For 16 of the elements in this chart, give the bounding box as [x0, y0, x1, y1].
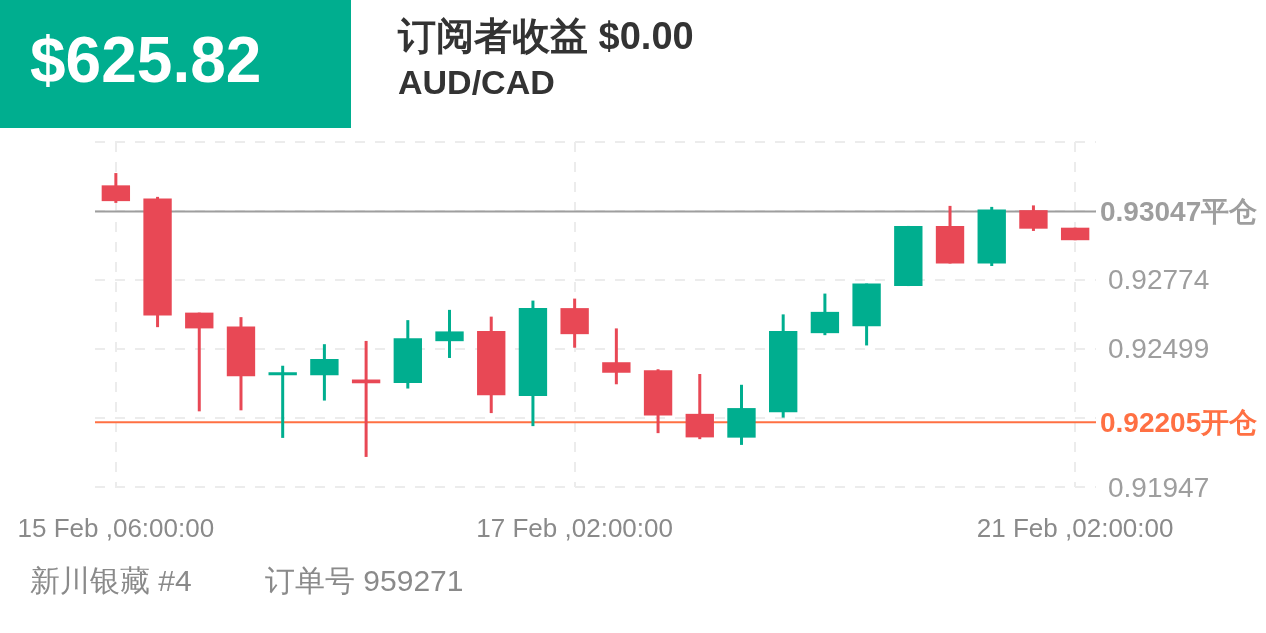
candlestick	[435, 308, 464, 358]
x-tick-label: 17 Feb ,02:00:00	[476, 513, 673, 543]
candlestick	[602, 328, 631, 385]
x-tick-label: 21 Feb ,02:00:00	[976, 513, 1174, 543]
y-tick-label: 0.92499	[1108, 333, 1210, 365]
text: 订单号 959271	[265, 563, 464, 597]
chart-title: 订阅者收益 $0.00	[397, 15, 694, 57]
y-tick-label: 0.91947	[1108, 471, 1210, 503]
ref-line-label: 0.92205开仓	[1100, 406, 1258, 438]
chart-subtitle: AUD/CAD	[398, 63, 555, 101]
ref-line-label: 0.93047平仓	[1100, 195, 1258, 227]
text: 新川银藏 #4	[30, 563, 192, 597]
x-tick-label: 15 Feb ,06:00:00	[17, 513, 215, 543]
y-tick-label: 0.92774	[1108, 264, 1210, 296]
text: $625.82	[30, 24, 262, 96]
candlestick	[268, 365, 297, 438]
